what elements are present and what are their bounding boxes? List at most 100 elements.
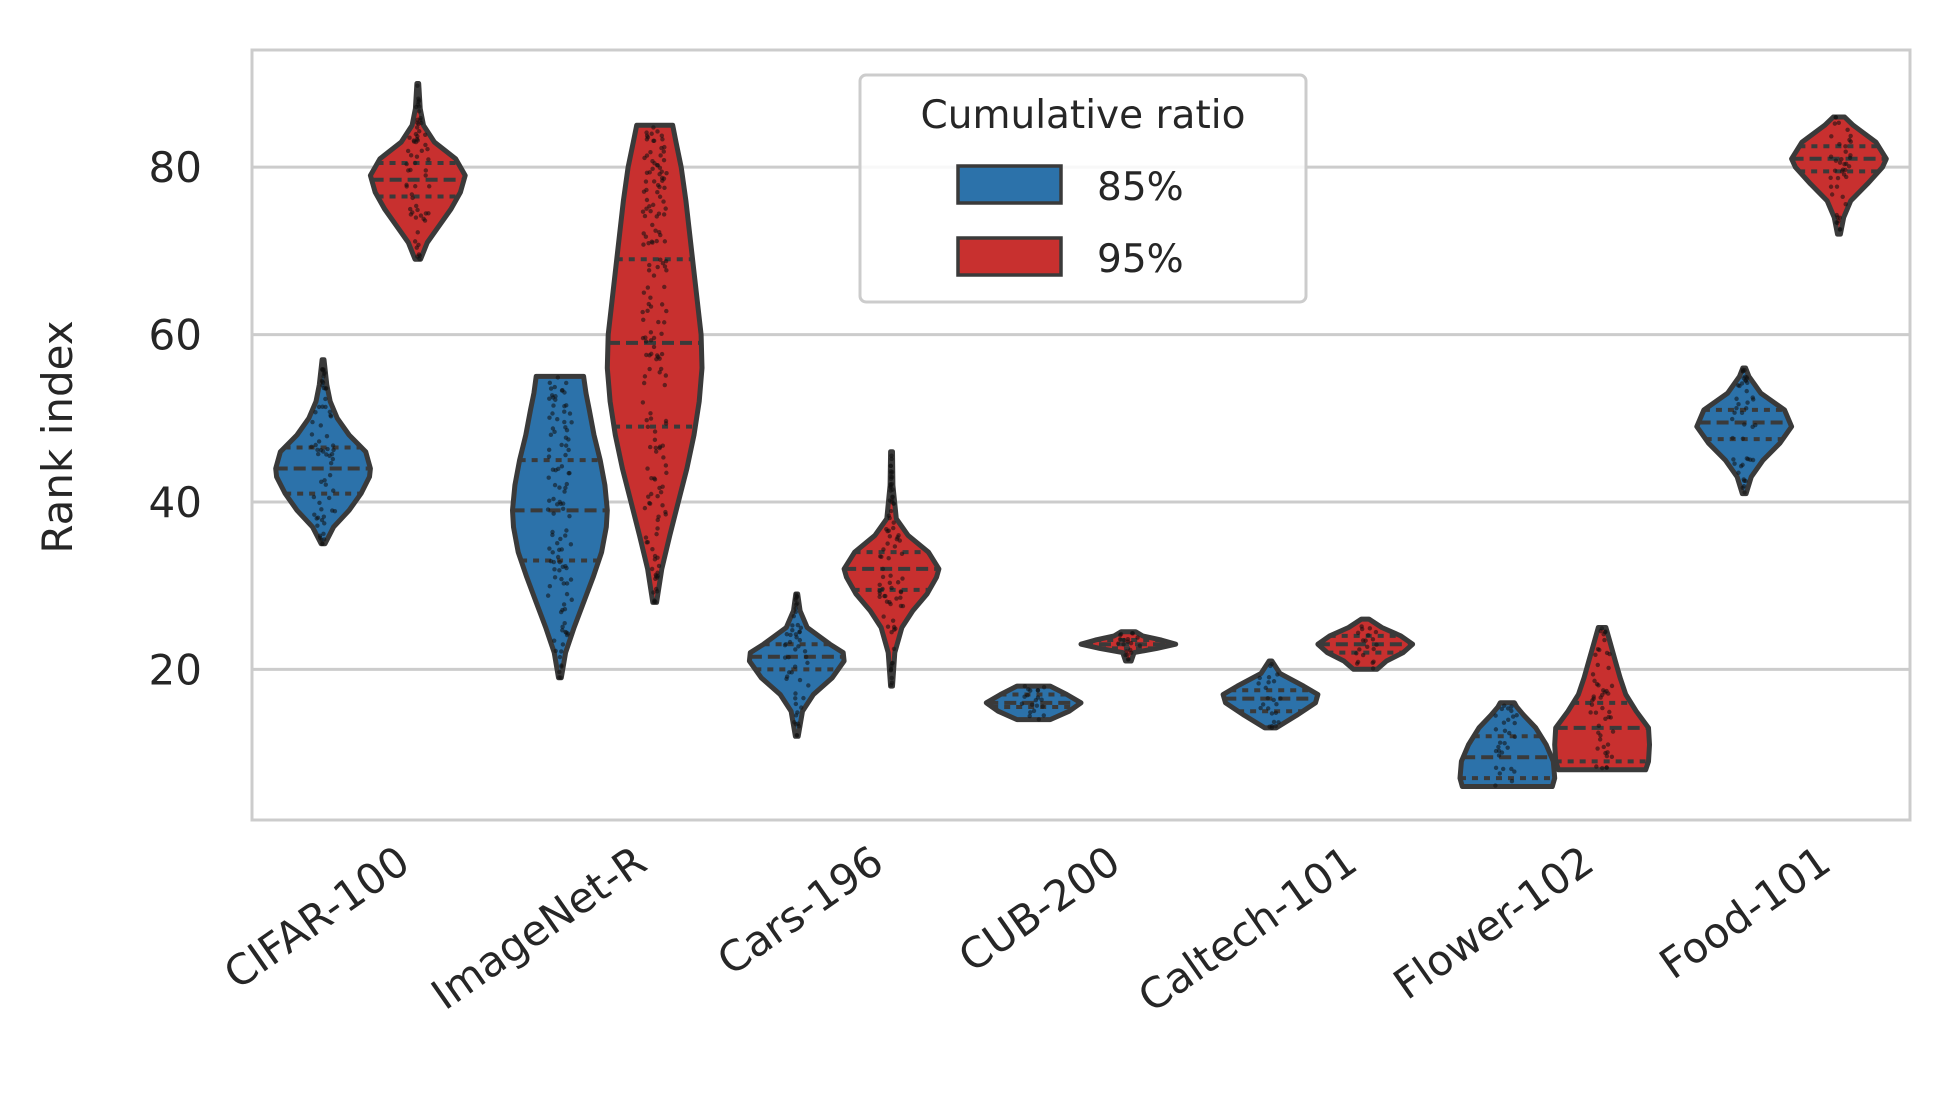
sample-point	[309, 432, 315, 437]
sample-point	[796, 644, 801, 649]
sample-point	[409, 192, 415, 197]
sample-point	[1266, 680, 1271, 685]
sample-point	[647, 366, 652, 372]
sample-point	[791, 613, 796, 619]
sample-point	[1269, 711, 1275, 716]
sample-point	[557, 485, 562, 490]
sample-point	[659, 133, 665, 138]
sample-point	[1843, 144, 1848, 149]
sample-point	[559, 547, 564, 552]
sample-point	[651, 179, 657, 184]
sample-point	[888, 476, 894, 482]
sample-point	[1588, 710, 1593, 715]
sample-point	[1271, 697, 1276, 703]
sample-point	[559, 442, 564, 448]
sample-point	[659, 145, 664, 151]
sample-point	[558, 609, 564, 615]
sample-point	[1501, 720, 1507, 725]
legend-label-95: 95%	[1097, 237, 1184, 282]
sample-point	[1033, 697, 1039, 703]
sample-point	[884, 526, 889, 532]
sample-point	[1260, 702, 1266, 707]
sample-point	[653, 445, 658, 451]
sample-point	[1594, 764, 1599, 769]
sample-point	[423, 173, 428, 178]
sample-point	[323, 482, 328, 487]
sample-point	[1598, 733, 1603, 738]
sample-point	[655, 573, 661, 579]
sample-point	[1743, 406, 1749, 411]
sample-point	[1502, 728, 1508, 733]
sample-point	[643, 535, 649, 540]
sample-point	[550, 550, 555, 555]
legend-title: Cumulative ratio	[921, 93, 1246, 138]
sample-point	[1834, 184, 1840, 189]
sample-point	[892, 544, 898, 549]
sample-point	[790, 627, 795, 633]
sample-point	[881, 547, 886, 552]
sample-point	[1847, 155, 1853, 160]
sample-point	[1129, 650, 1134, 655]
sample-point	[1609, 683, 1615, 689]
sample-point	[890, 660, 895, 666]
sample-point	[331, 447, 336, 453]
sample-point	[560, 506, 566, 512]
y-tick-label: 20	[149, 645, 202, 694]
sample-point	[1590, 672, 1596, 677]
violin-95%-Caltech-101	[1315, 616, 1416, 672]
sample-point	[1603, 716, 1608, 721]
sample-point	[1609, 754, 1615, 760]
sample-point	[803, 654, 809, 660]
sample-point	[645, 424, 651, 430]
sample-point	[1041, 713, 1046, 718]
sample-point	[888, 488, 893, 493]
sample-point	[662, 320, 667, 325]
sample-point	[787, 639, 793, 645]
sample-point	[559, 576, 564, 582]
sample-point	[643, 335, 648, 340]
sample-point	[561, 602, 567, 607]
sample-point	[1742, 422, 1747, 427]
sample-point	[418, 213, 424, 218]
sample-point	[805, 660, 810, 666]
sample-point	[1265, 695, 1271, 701]
sample-point	[1601, 631, 1606, 637]
sample-point	[1605, 742, 1611, 747]
sample-point	[1839, 156, 1844, 162]
sample-point	[646, 240, 651, 246]
sample-point	[895, 580, 901, 585]
sample-point	[327, 472, 333, 478]
sample-point	[414, 125, 420, 130]
sample-point	[891, 624, 897, 630]
sample-point	[661, 199, 666, 204]
sample-point	[547, 396, 552, 401]
sample-point	[1737, 383, 1742, 389]
sample-point	[408, 206, 413, 212]
sample-point	[1269, 723, 1275, 729]
sample-point	[650, 202, 656, 208]
sample-point	[644, 130, 649, 135]
violin-85%-Flower-102	[1457, 700, 1558, 789]
violin-95%-Food-101	[1789, 114, 1889, 237]
sample-point	[641, 317, 646, 322]
sample-point	[550, 411, 555, 416]
sample-point	[1745, 400, 1750, 405]
sample-point	[317, 500, 322, 505]
sample-point	[894, 596, 899, 601]
sample-point	[315, 447, 320, 453]
sample-point	[661, 455, 666, 460]
sample-point	[889, 453, 894, 458]
sample-point	[1829, 192, 1835, 197]
sample-point	[559, 649, 564, 654]
sample-point	[547, 584, 553, 589]
sample-point	[1607, 651, 1612, 657]
sample-point	[554, 502, 560, 507]
sample-point	[311, 494, 317, 500]
sample-point	[330, 456, 336, 462]
sample-point	[1591, 694, 1596, 699]
sample-point	[552, 482, 558, 488]
sample-point	[413, 139, 419, 145]
sample-point	[1843, 149, 1848, 154]
sample-point	[652, 557, 658, 562]
sample-point	[656, 319, 661, 325]
